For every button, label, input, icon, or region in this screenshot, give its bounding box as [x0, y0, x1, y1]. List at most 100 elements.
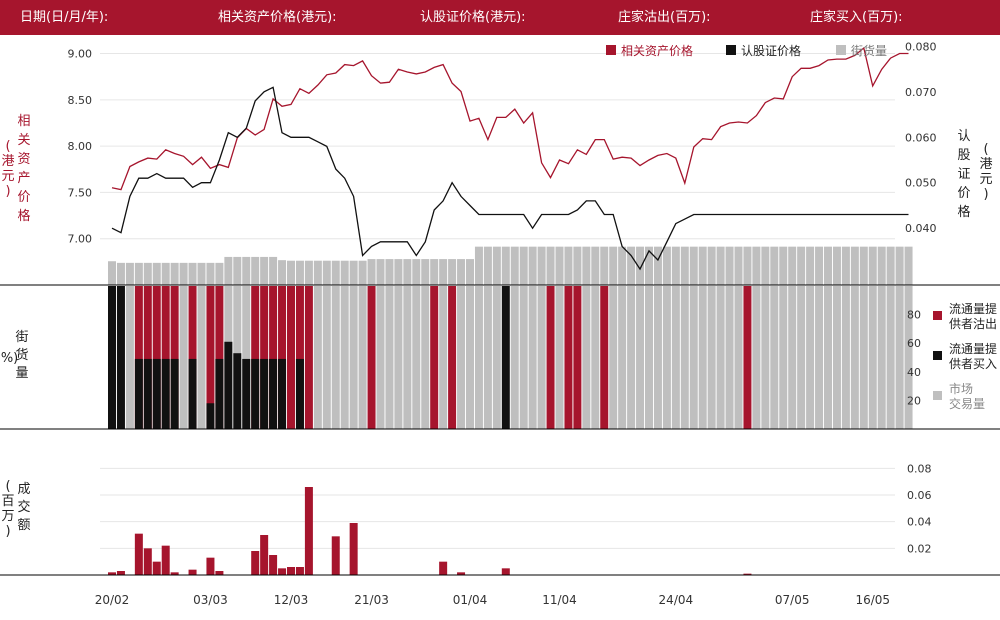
outstanding-bar — [618, 246, 627, 285]
outstanding-bar — [716, 246, 725, 285]
mm-buy-bar — [215, 358, 224, 429]
market-volume-bar — [591, 286, 600, 429]
turnover-bar — [188, 569, 197, 575]
market-volume-bar — [734, 286, 743, 429]
y-right-axis-title: 股 — [957, 148, 970, 163]
mid-y-axis-unit: (%) — [0, 351, 18, 366]
mm-buy-bar — [242, 358, 251, 429]
outstanding-bar — [143, 262, 152, 285]
market-volume-bar — [832, 286, 841, 429]
turnover-bar — [269, 555, 278, 575]
turnover-bar — [501, 568, 510, 575]
market-volume-bar — [636, 286, 645, 429]
market-volume-bar — [492, 286, 501, 429]
bot-y-tick-label: 0.02 — [907, 542, 932, 555]
y-right-tick-label: 0.040 — [905, 222, 937, 235]
turnover-bar — [170, 572, 179, 575]
outstanding-bar — [627, 246, 636, 285]
mm-buy-bar — [134, 358, 143, 429]
mm-buy-bar — [161, 358, 170, 429]
mm-buy-bar — [295, 358, 304, 429]
bot-y-axis-title: 交 — [17, 499, 30, 515]
market-volume-bar — [322, 286, 331, 429]
mid-legend-label: 流通量提 — [949, 301, 997, 316]
outstanding-bar — [439, 259, 448, 285]
legend-swatch — [726, 45, 736, 55]
market-volume-bar — [295, 286, 304, 429]
outstanding-bar — [125, 262, 134, 285]
market-volume-bar — [116, 286, 125, 429]
market-volume-bar — [260, 286, 269, 429]
bot-y-axis-unit: ) — [5, 524, 10, 539]
y-left-axis-unit: ) — [5, 184, 10, 199]
mm-buy-bar — [206, 403, 215, 429]
market-volume-bar — [555, 286, 564, 429]
outstanding-bar — [555, 246, 564, 285]
legend-swatch — [836, 45, 846, 55]
market-volume-bar — [313, 286, 322, 429]
outstanding-bar — [269, 256, 278, 285]
y-left-tick-label: 7.50 — [68, 186, 93, 199]
outstanding-bar — [376, 259, 385, 285]
outstanding-bar — [340, 260, 349, 285]
outstanding-bar — [448, 259, 457, 285]
market-volume-bar — [743, 286, 752, 429]
market-volume-bar — [376, 286, 385, 429]
bot-y-axis-title: 成 — [17, 482, 30, 497]
market-volume-bar — [206, 286, 215, 429]
y-left-axis-title: 价 — [17, 190, 30, 205]
market-volume-bar — [197, 286, 206, 429]
market-volume-bar — [537, 286, 546, 429]
turnover-bar — [116, 571, 125, 575]
outstanding-bar — [761, 246, 770, 285]
outstanding-bar — [788, 246, 797, 285]
mm-buy-bar — [233, 353, 242, 429]
market-volume-bar — [188, 286, 197, 429]
outstanding-bar — [322, 260, 331, 285]
outstanding-bar — [671, 246, 680, 285]
y-right-axis-title: 格 — [957, 204, 970, 220]
outstanding-bar — [573, 246, 582, 285]
turnover-bar — [143, 548, 152, 575]
outstanding-bar — [734, 246, 743, 285]
market-volume-bar — [161, 286, 170, 429]
y-left-axis-title: 资 — [17, 152, 30, 167]
turnover-bar — [349, 523, 358, 575]
market-volume-bar — [501, 286, 510, 429]
outstanding-bar — [841, 246, 850, 285]
mid-y-tick-label: 40 — [907, 366, 921, 379]
bot-y-axis-unit: 万 — [1, 509, 14, 524]
market-volume-bar — [752, 286, 761, 429]
outstanding-bar — [609, 246, 618, 285]
turnover-bar — [161, 545, 170, 575]
market-volume-bar — [653, 286, 662, 429]
outstanding-bar — [877, 246, 886, 285]
outstanding-bar — [197, 262, 206, 285]
turnover-bar — [152, 561, 161, 575]
market-volume-bar — [582, 286, 591, 429]
outstanding-bar — [528, 246, 537, 285]
outstanding-bar — [698, 246, 707, 285]
turnover-bar — [331, 536, 340, 575]
header-mm-out-label: 庄家沽出(百万): — [618, 10, 711, 25]
outstanding-bar — [564, 246, 573, 285]
market-volume-bar — [815, 286, 824, 429]
market-volume-bar — [645, 286, 653, 429]
market-volume-bar — [510, 286, 519, 429]
outstanding-bar — [797, 246, 806, 285]
market-volume-bar — [904, 286, 913, 429]
bot-y-tick-label: 0.06 — [907, 489, 932, 502]
outstanding-bar — [278, 260, 287, 285]
outstanding-bar — [582, 246, 591, 285]
outstanding-bar — [779, 246, 788, 285]
y-left-tick-label: 8.50 — [68, 94, 93, 107]
outstanding-bar — [770, 246, 779, 285]
outstanding-bar — [662, 246, 671, 285]
outstanding-bar — [331, 260, 340, 285]
market-volume-bar — [573, 286, 582, 429]
outstanding-bar — [519, 246, 528, 285]
outstanding-bar — [188, 262, 197, 285]
turnover-bar — [295, 567, 304, 575]
y-left-tick-label: 9.00 — [68, 48, 93, 61]
market-volume-bar — [134, 286, 143, 429]
